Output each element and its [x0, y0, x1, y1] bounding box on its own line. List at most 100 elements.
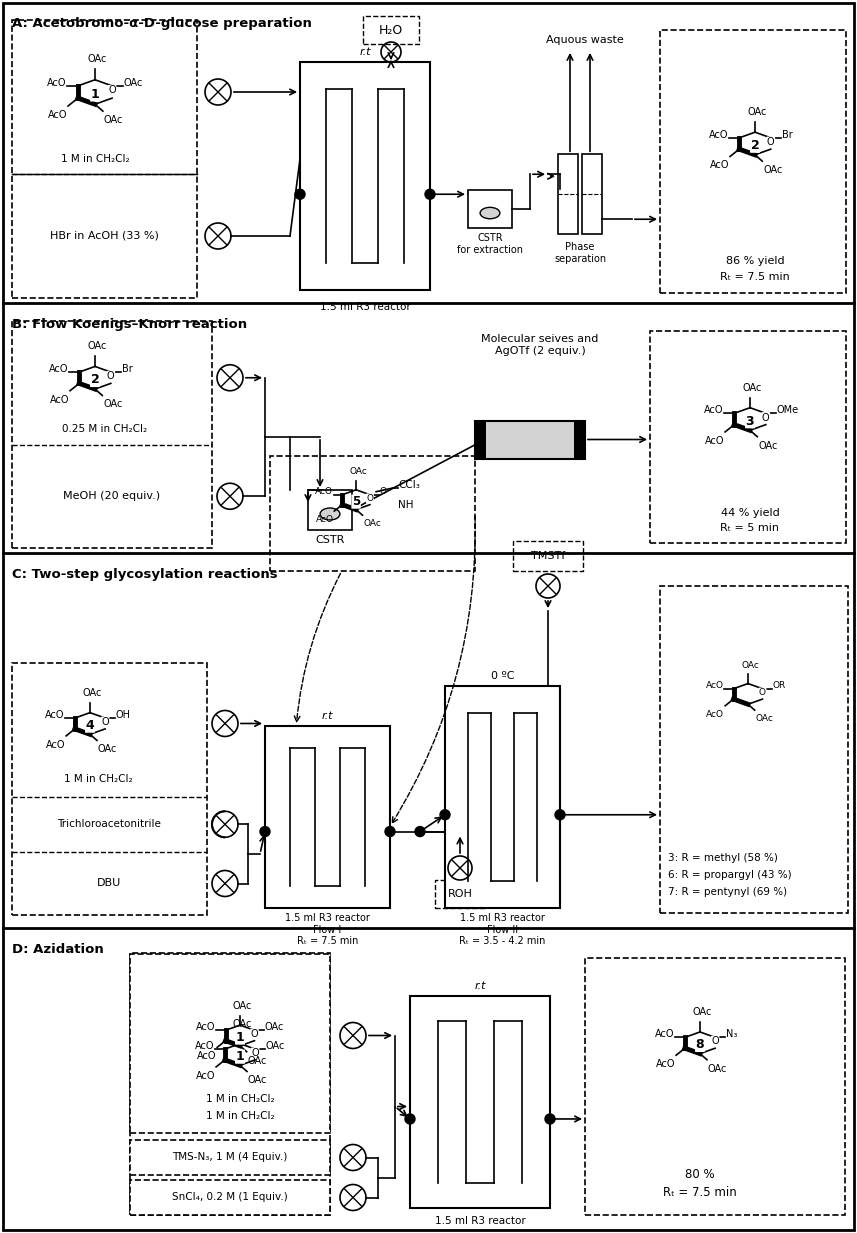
Text: O: O	[101, 718, 109, 727]
Text: OAc: OAc	[758, 440, 777, 450]
Text: OAc: OAc	[756, 714, 773, 723]
Text: r.t: r.t	[474, 981, 486, 991]
Text: OAc: OAc	[747, 107, 767, 117]
Text: 2: 2	[751, 139, 759, 152]
Text: O: O	[759, 688, 766, 697]
Text: OAc: OAc	[87, 54, 106, 64]
Text: A: Acetobromo-α-D-glucose preparation: A: Acetobromo-α-D-glucose preparation	[12, 17, 312, 30]
Text: OAc: OAc	[741, 661, 759, 670]
Text: 1.5 ml R3 reactor: 1.5 ml R3 reactor	[434, 1216, 525, 1226]
Text: AcO: AcO	[47, 110, 67, 120]
Circle shape	[545, 1113, 555, 1124]
Bar	[574, 420, 585, 459]
Text: OAc: OAc	[248, 1055, 267, 1065]
Bar	[558, 154, 578, 234]
Text: 1: 1	[91, 88, 99, 101]
Bar	[660, 586, 848, 912]
Text: AcO: AcO	[315, 487, 333, 496]
Text: H₂O: H₂O	[379, 23, 403, 37]
Text: O: O	[711, 1037, 719, 1047]
Text: O: O	[108, 85, 116, 95]
Text: 3: R = methyl (58 %): 3: R = methyl (58 %)	[668, 853, 778, 863]
Circle shape	[425, 189, 435, 200]
Text: 1.5 ml R3 reactor
Flow II
Rₜ = 3.5 - 4.2 min: 1.5 ml R3 reactor Flow II Rₜ = 3.5 - 4.2…	[459, 912, 546, 946]
Text: OAc: OAc	[708, 1064, 728, 1074]
Bar	[585, 958, 845, 1215]
Text: AcO: AcO	[197, 1052, 216, 1062]
Text: 86 % yield: 86 % yield	[726, 256, 784, 266]
Text: r.t: r.t	[321, 711, 333, 721]
Bar	[650, 330, 846, 543]
Circle shape	[295, 189, 305, 200]
Circle shape	[385, 826, 395, 836]
Text: HBr in AcOH (33 %): HBr in AcOH (33 %)	[50, 231, 159, 240]
Text: O: O	[380, 487, 387, 496]
Text: Br: Br	[122, 364, 133, 374]
Text: O: O	[367, 494, 374, 503]
Text: N₃: N₃	[726, 1030, 737, 1039]
Bar	[12, 321, 212, 547]
Bar	[513, 541, 583, 571]
Text: 1 M in CH₂Cl₂: 1 M in CH₂Cl₂	[61, 154, 129, 164]
Bar	[270, 456, 475, 571]
Text: AcO: AcO	[315, 515, 333, 524]
Bar	[475, 420, 585, 459]
Text: AcO: AcO	[704, 435, 724, 446]
Text: OAc: OAc	[104, 115, 123, 126]
Text: OAc: OAc	[248, 1075, 267, 1085]
Text: OAc: OAc	[232, 1020, 252, 1030]
Bar	[130, 1141, 330, 1175]
Text: 4: 4	[86, 719, 94, 732]
Text: AcO: AcO	[705, 681, 723, 690]
Text: O: O	[107, 371, 115, 381]
Text: Molecular seives and
AgOTf (2 equiv.): Molecular seives and AgOTf (2 equiv.)	[482, 334, 599, 355]
Bar	[410, 996, 550, 1208]
Bar	[300, 62, 430, 290]
Bar	[265, 726, 390, 907]
Text: r.t: r.t	[359, 47, 371, 57]
Bar	[363, 16, 419, 44]
Text: OAc: OAc	[98, 745, 117, 755]
Circle shape	[415, 826, 425, 836]
Text: AcO: AcO	[704, 406, 723, 416]
Text: AcO: AcO	[656, 1059, 675, 1069]
Text: AcO: AcO	[45, 710, 64, 720]
Bar	[308, 490, 352, 530]
Text: 2: 2	[91, 374, 99, 386]
Text: OAc: OAc	[764, 165, 782, 175]
Text: AcO: AcO	[49, 364, 69, 374]
Text: 80 %: 80 %	[686, 1169, 715, 1181]
Text: Rₜ = 7.5 min: Rₜ = 7.5 min	[720, 272, 790, 282]
Text: O: O	[250, 1030, 258, 1039]
Text: CCl₃: CCl₃	[399, 480, 420, 490]
Text: 6: R = propargyl (43 %): 6: R = propargyl (43 %)	[668, 870, 792, 880]
Bar	[435, 880, 485, 907]
Text: 1: 1	[236, 1051, 244, 1063]
Text: OAc: OAc	[692, 1007, 711, 1017]
Bar	[12, 663, 207, 915]
Ellipse shape	[321, 508, 340, 520]
Circle shape	[440, 810, 450, 820]
Text: D: Azidation: D: Azidation	[12, 943, 104, 956]
Text: OH: OH	[116, 710, 130, 720]
Text: Phase
separation: Phase separation	[554, 242, 606, 264]
Text: AcO: AcO	[195, 1041, 214, 1051]
Text: AcO: AcO	[196, 1022, 215, 1032]
Text: 1.5 ml R3 reactor
Flow I
Rₜ = 7.5 min: 1.5 ml R3 reactor Flow I Rₜ = 7.5 min	[285, 912, 370, 946]
Text: AcO: AcO	[50, 395, 69, 404]
Text: AcO: AcO	[46, 78, 66, 88]
Text: AcO: AcO	[655, 1030, 674, 1039]
Text: 1 M in CH₂Cl₂: 1 M in CH₂Cl₂	[206, 1095, 274, 1105]
Text: O: O	[762, 413, 770, 423]
Text: SnCl₄, 0.2 M (1 Equiv.): SnCl₄, 0.2 M (1 Equiv.)	[172, 1192, 288, 1202]
Text: OAc: OAc	[232, 1001, 252, 1011]
Text: AcO: AcO	[710, 160, 729, 170]
Bar	[475, 420, 486, 459]
Text: AcO: AcO	[709, 129, 728, 139]
Bar	[445, 686, 560, 907]
Text: OAc: OAc	[742, 382, 762, 393]
Text: DBU: DBU	[98, 878, 122, 889]
Text: OAc: OAc	[87, 342, 106, 351]
Text: OMe: OMe	[776, 406, 799, 416]
Text: 7: R = pentynyl (69 %): 7: R = pentynyl (69 %)	[668, 887, 787, 896]
